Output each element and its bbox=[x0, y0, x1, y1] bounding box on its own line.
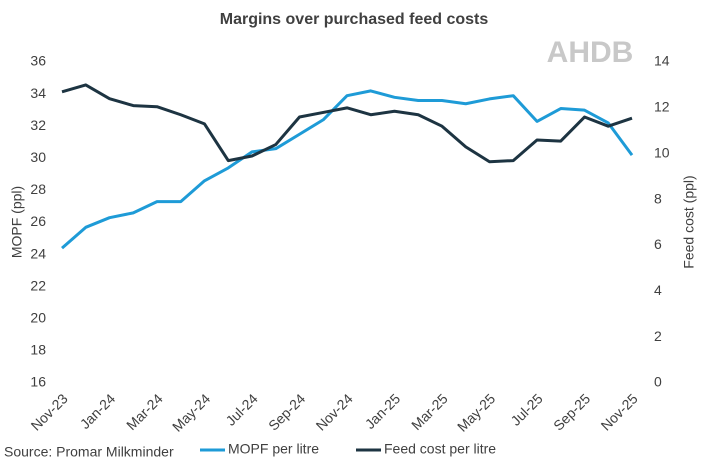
x-tick-label: Nov-25 bbox=[598, 390, 641, 433]
y2-tick-label: 14 bbox=[654, 53, 670, 69]
x-tick-label: Nov-24 bbox=[313, 390, 356, 433]
y2-tick-label: 10 bbox=[654, 144, 670, 160]
y-tick-label: 30 bbox=[30, 149, 46, 165]
y-tick-label: 16 bbox=[30, 374, 46, 390]
y2-tick-label: 8 bbox=[654, 190, 662, 206]
y-axis-label: MOPF (ppl) bbox=[9, 186, 25, 258]
y-tick-label: 28 bbox=[30, 181, 46, 197]
source: Source: Promar Milkminder bbox=[4, 444, 174, 460]
y-tick-label: 18 bbox=[30, 342, 46, 358]
x-tick-label: Mar-24 bbox=[123, 390, 166, 433]
y-tick-label: 26 bbox=[30, 213, 46, 229]
chart-title: Margins over purchased feed costs bbox=[220, 11, 489, 28]
legend-label: Feed cost per litre bbox=[384, 441, 496, 457]
y-tick-label: 36 bbox=[30, 53, 46, 69]
series-line bbox=[61, 83, 633, 164]
x-tick-label: Jan-25 bbox=[362, 390, 404, 432]
x-tick-label: Mar-25 bbox=[408, 390, 451, 433]
y-tick-label: 20 bbox=[30, 310, 46, 326]
y2-tick-label: 0 bbox=[654, 374, 662, 390]
x-tick-label: Jul-24 bbox=[222, 390, 260, 428]
x-tick-label: Jul-25 bbox=[507, 390, 545, 428]
y2-tick-label: 6 bbox=[654, 236, 662, 252]
y2-tick-label: 4 bbox=[654, 282, 662, 298]
series-line bbox=[61, 89, 634, 250]
logo: AHDB bbox=[547, 36, 634, 69]
legend-label: MOPF per litre bbox=[228, 441, 319, 457]
y2-axis-label: Feed cost (ppl) bbox=[681, 175, 697, 268]
x-tick-label: Sep-24 bbox=[265, 390, 308, 433]
x-tick-label: Nov-23 bbox=[28, 390, 71, 433]
y-tick-label: 24 bbox=[30, 245, 46, 261]
x-tick-label: Jan-24 bbox=[77, 390, 119, 432]
y-tick-label: 22 bbox=[30, 277, 46, 293]
x-tick-label: Sep-25 bbox=[550, 390, 593, 433]
y2-tick-label: 12 bbox=[654, 99, 670, 115]
x-tick-label: May-24 bbox=[169, 390, 213, 434]
y-tick-label: 34 bbox=[30, 85, 46, 101]
x-tick-label: May-25 bbox=[454, 390, 498, 434]
y2-tick-label: 2 bbox=[654, 328, 662, 344]
y-tick-label: 32 bbox=[30, 117, 46, 133]
